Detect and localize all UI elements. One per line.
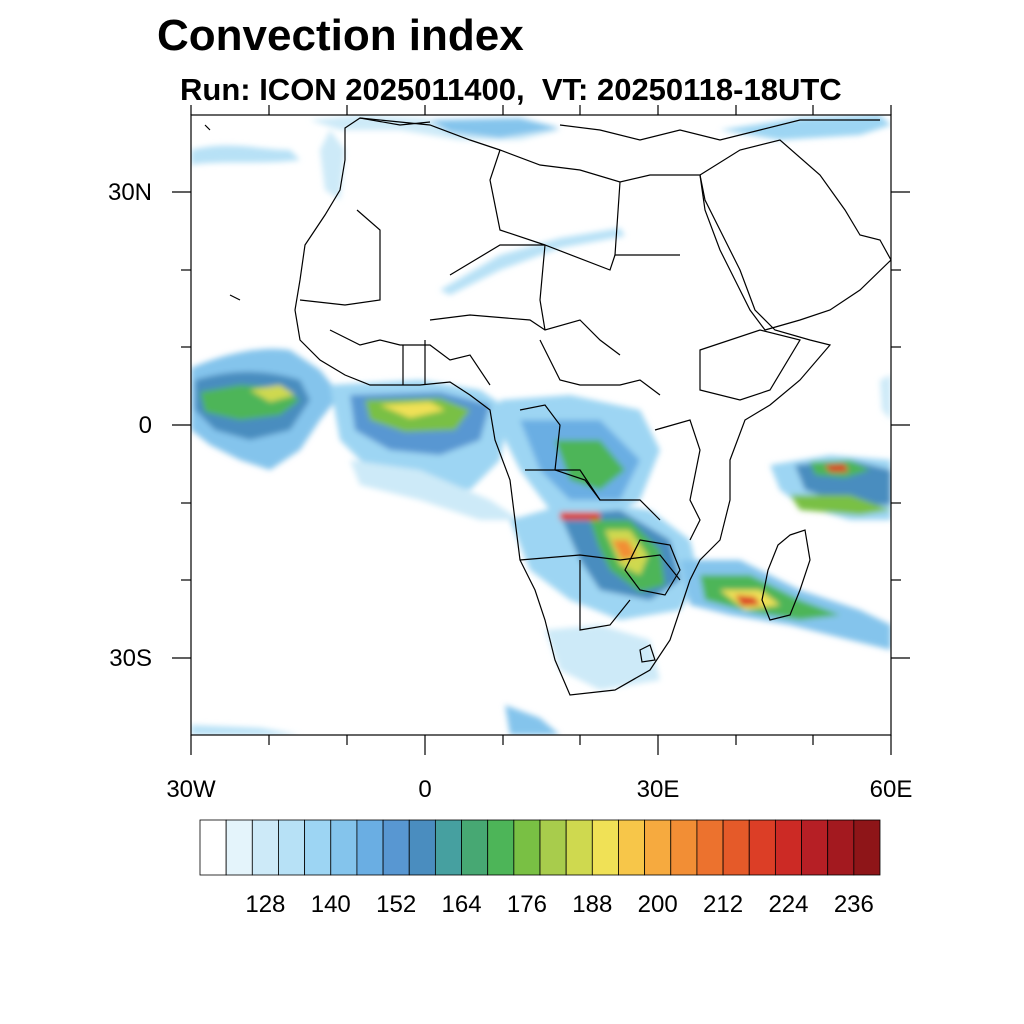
colorbar-box <box>382 819 410 876</box>
colorbar-box <box>670 819 698 876</box>
colorbar-box <box>434 819 462 876</box>
lon-label-0: 0 <box>418 776 431 803</box>
colorbar-label: 200 <box>638 891 678 918</box>
colorbar-box <box>304 819 332 876</box>
colorbar-label: 164 <box>442 891 482 918</box>
colorbar-box <box>461 819 489 876</box>
colorbar-label: 140 <box>311 891 351 918</box>
colorbar-box <box>591 819 619 876</box>
colorbar-box <box>565 819 593 876</box>
colorbar-label: 176 <box>507 891 547 918</box>
lat-label-30s: 30S <box>109 645 152 672</box>
colorbar-box <box>278 819 306 876</box>
colorbar-label: 212 <box>703 891 743 918</box>
colorbar-box <box>722 819 750 876</box>
colorbar-box <box>644 819 672 876</box>
map-subtitle: Run: ICON 2025011400, VT: 20250118-18UTC <box>180 72 842 107</box>
colorbar-label: 188 <box>572 891 612 918</box>
colorbar-box <box>356 819 384 876</box>
colorbar-box <box>199 819 227 876</box>
lat-label-30n: 30N <box>108 179 152 206</box>
colorbar-box <box>696 819 724 876</box>
lat-label-0: 0 <box>139 412 152 439</box>
colorbar-box <box>330 819 358 876</box>
colorbar-label: 224 <box>768 891 808 918</box>
colorbar-box <box>408 819 436 876</box>
axis-ticks <box>172 105 910 755</box>
lon-label-60e: 60E <box>870 776 913 803</box>
coastlines <box>204 117 891 696</box>
colorbar-label: 128 <box>245 891 285 918</box>
lon-label-30w: 30W <box>166 776 216 803</box>
colorbar-box <box>539 819 567 876</box>
colorbar-box <box>225 819 253 876</box>
map-title: Convection index <box>157 11 524 60</box>
colorbar-box <box>513 819 541 876</box>
colorbar-box <box>748 819 776 876</box>
colorbar-box <box>251 819 279 876</box>
colorbar-box <box>487 819 515 876</box>
colorbar <box>199 819 881 876</box>
colorbar-box <box>801 819 829 876</box>
colorbar-box <box>774 819 802 876</box>
colorbar-box <box>618 819 646 876</box>
colorbar-label: 152 <box>376 891 416 918</box>
lon-label-30e: 30E <box>637 776 680 803</box>
colorbar-label: 236 <box>834 891 874 918</box>
colorbar-box <box>853 819 881 876</box>
colorbar-labels: 128 140 152 164 176 188 200 212 224 236 <box>245 891 874 918</box>
colorbar-box <box>827 819 855 876</box>
